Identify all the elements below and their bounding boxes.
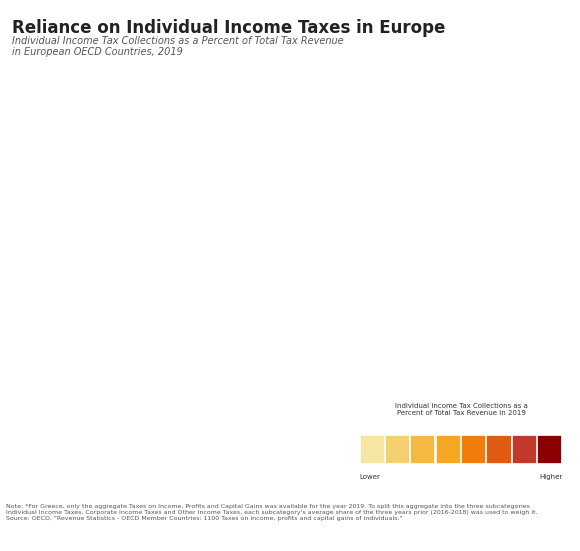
Bar (487, 435, 510, 463)
Text: Higher: Higher (539, 474, 563, 480)
Bar (385, 435, 409, 463)
Text: Note: *For Greece, only the aggregate Taxes on Income, Profits and Capital Gains: Note: *For Greece, only the aggregate Ta… (6, 504, 537, 521)
Text: TAX FOUNDATION: TAX FOUNDATION (6, 531, 129, 544)
Text: Individual Income Tax Collections as a Percent of Total Tax Revenue: Individual Income Tax Collections as a P… (12, 36, 343, 46)
Bar (537, 435, 561, 463)
Text: Reliance on Individual Income Taxes in Europe: Reliance on Individual Income Taxes in E… (12, 19, 445, 37)
Bar (512, 435, 536, 463)
Bar (461, 435, 485, 463)
Bar (436, 435, 460, 463)
Text: Lower: Lower (360, 474, 380, 480)
Text: in European OECD Countries, 2019: in European OECD Countries, 2019 (12, 47, 183, 57)
Text: @TaxFoundation: @TaxFoundation (483, 532, 574, 542)
Text: Individual Income Tax Collections as a
Percent of Total Tax Revenue in 2019: Individual Income Tax Collections as a P… (394, 403, 528, 416)
Bar (411, 435, 434, 463)
Bar (360, 435, 384, 463)
